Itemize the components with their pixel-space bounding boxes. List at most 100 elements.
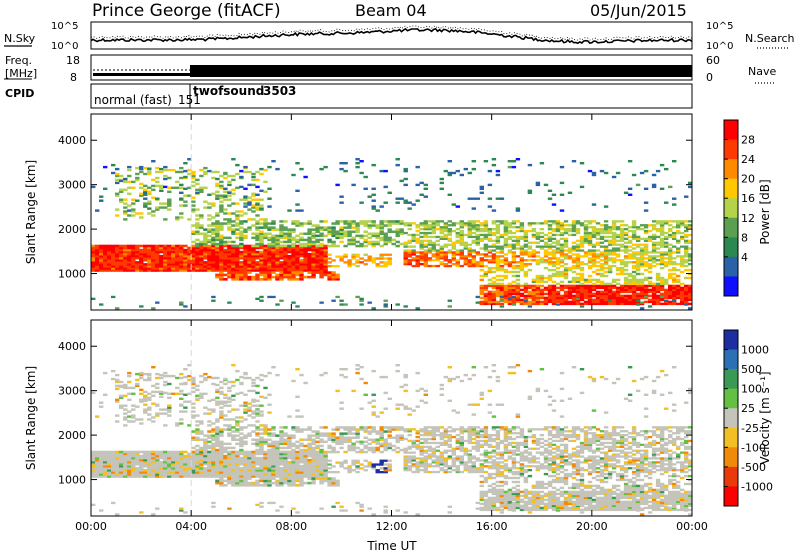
power-cell — [251, 183, 256, 187]
power-cell — [263, 224, 268, 227]
power-cell — [287, 267, 292, 270]
power-cell — [483, 300, 489, 304]
power-cell — [143, 254, 148, 258]
power-cell — [499, 295, 505, 299]
velocity-cell — [167, 471, 172, 474]
power-cell — [411, 264, 416, 268]
power-cell — [371, 220, 376, 223]
velocity-cell — [239, 440, 244, 444]
power-cell — [631, 270, 637, 274]
power-cell — [639, 171, 645, 175]
power-cell — [668, 292, 673, 296]
velocity-cell — [235, 442, 240, 446]
power-cell — [211, 269, 216, 272]
power-cell — [211, 257, 216, 260]
power-cell — [395, 240, 400, 244]
power-cell — [207, 267, 212, 270]
velocity-cell — [203, 452, 208, 456]
power-cell — [647, 263, 653, 266]
power-cell — [479, 261, 484, 264]
power-cell — [359, 257, 364, 260]
power-cell — [383, 232, 388, 235]
power-cell — [491, 255, 497, 258]
power-cell — [559, 243, 565, 246]
velocity-cell — [211, 458, 216, 462]
velocity-cell — [295, 511, 300, 514]
velocity-cell — [187, 392, 192, 395]
power-cell — [423, 255, 428, 258]
velocity-cell — [143, 465, 148, 468]
power-cell — [107, 252, 112, 256]
power-cell — [523, 264, 529, 268]
power-cell — [495, 261, 501, 264]
velocity-cell — [223, 414, 228, 417]
velocity-cell — [247, 424, 252, 427]
power-cell — [571, 294, 577, 298]
power-cell — [271, 234, 276, 238]
power-cell — [676, 288, 681, 292]
power-cell — [255, 206, 260, 209]
velocity-cell — [243, 473, 248, 476]
power-cell — [311, 263, 316, 266]
power-cell — [591, 259, 597, 262]
power-cell — [680, 292, 685, 296]
velocity-cell — [139, 398, 144, 401]
power-cell — [295, 220, 300, 223]
velocity-cell — [183, 473, 188, 476]
velocity-cell — [227, 426, 232, 429]
power-cell — [131, 269, 136, 272]
power-cell — [531, 235, 537, 239]
power-cell — [603, 286, 609, 290]
velocity-cell — [227, 481, 232, 485]
velocity-cell — [155, 382, 160, 386]
velocity-cell — [303, 454, 308, 458]
power-cell — [219, 271, 224, 274]
power-cell — [611, 296, 617, 300]
power-cell — [551, 290, 557, 294]
power-cell — [155, 166, 160, 170]
power-cell — [255, 178, 260, 182]
power-cell — [263, 278, 268, 281]
velocity-cell — [127, 371, 132, 375]
power-cell — [115, 194, 120, 197]
power-cell — [287, 209, 292, 212]
power-cell — [475, 261, 480, 264]
power-cell — [627, 286, 633, 290]
power-cell — [435, 251, 440, 254]
velocity-cell — [235, 452, 240, 456]
power-cell — [668, 296, 673, 300]
velocity-cell — [199, 446, 204, 450]
power-cell — [523, 259, 529, 262]
power-cell — [439, 257, 444, 260]
power-cell — [684, 294, 689, 298]
velocity-cell — [259, 432, 264, 435]
velocity-cell — [259, 444, 264, 448]
power-cell — [459, 241, 464, 244]
velocity-cell — [91, 503, 96, 506]
power-cell — [207, 269, 212, 272]
power-cell — [643, 268, 649, 272]
power-cell — [479, 253, 484, 256]
power-cell — [427, 220, 432, 223]
velocity-cell — [179, 422, 184, 425]
power-cell — [267, 248, 272, 252]
velocity-cell — [211, 450, 216, 454]
power-cell — [167, 204, 172, 207]
power-cell — [359, 244, 364, 248]
power-cell — [159, 257, 164, 260]
power-cell — [371, 193, 376, 196]
power-cell — [139, 186, 144, 189]
power-cell — [91, 254, 96, 258]
velocity-cell — [135, 378, 140, 382]
velocity-cell — [159, 373, 164, 377]
power-cell — [127, 254, 132, 258]
velocity-cell — [279, 440, 284, 444]
power-cell — [623, 228, 629, 231]
power-cell — [107, 259, 112, 262]
power-cell — [495, 247, 501, 250]
power-cell — [483, 243, 489, 246]
velocity-cell — [159, 475, 164, 478]
power-cell — [535, 292, 541, 296]
power-cell — [275, 278, 280, 281]
velocity-cell — [235, 484, 240, 487]
